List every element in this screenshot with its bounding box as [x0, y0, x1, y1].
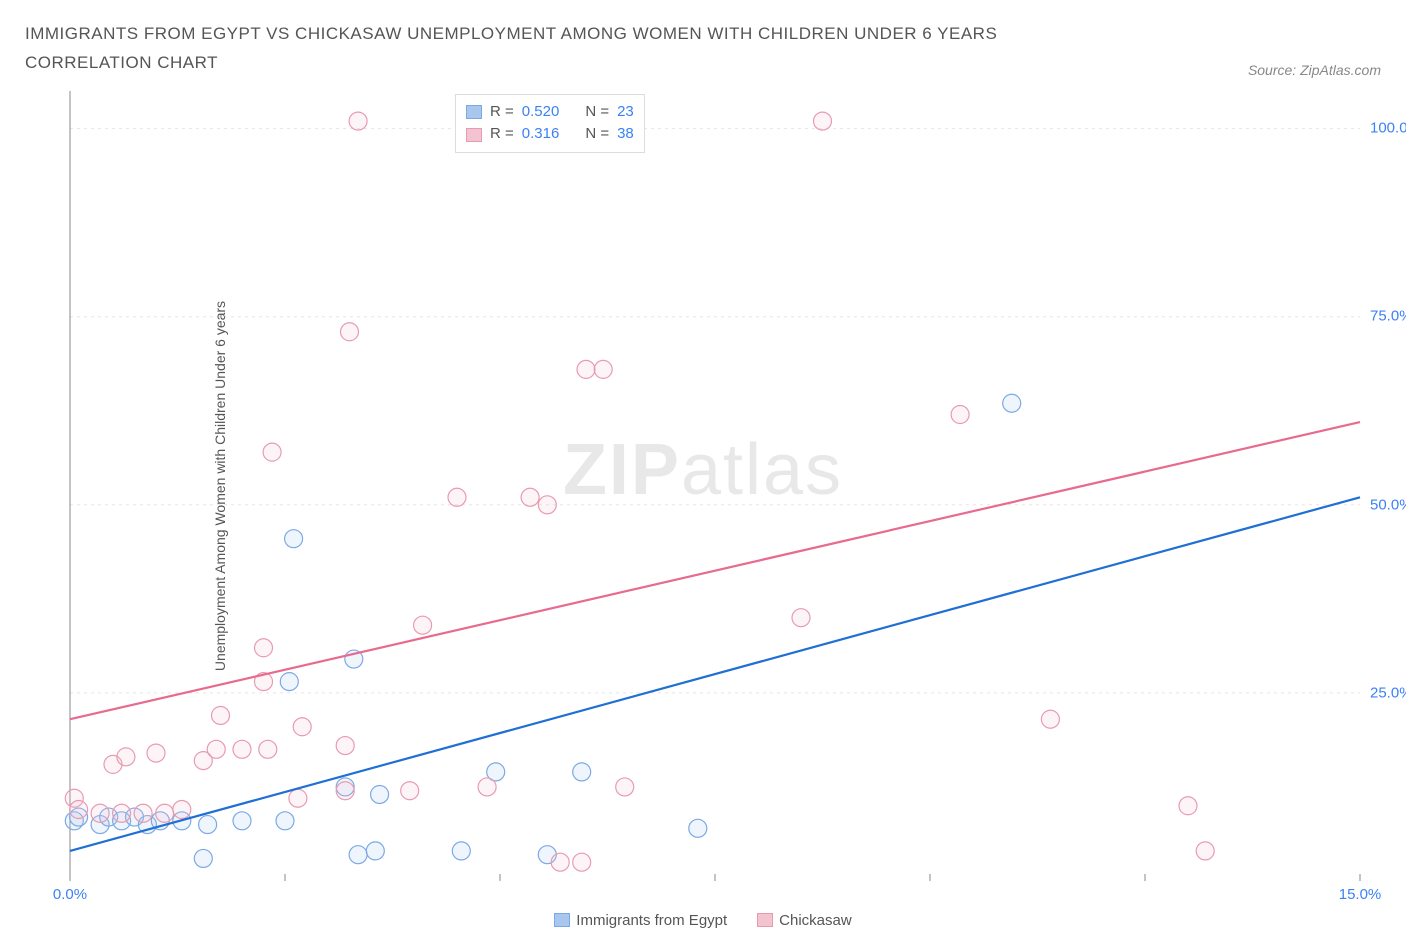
- scatter-chart: [25, 86, 1406, 886]
- chart-container: Unemployment Among Women with Children U…: [25, 86, 1381, 886]
- data-point: [792, 608, 810, 626]
- data-point: [289, 789, 307, 807]
- stat-r-value: 0.316: [522, 123, 560, 146]
- data-point: [689, 819, 707, 837]
- data-point: [280, 672, 298, 690]
- data-point: [194, 849, 212, 867]
- data-point: [207, 740, 225, 758]
- data-point: [233, 740, 251, 758]
- y-tick-label: 100.0%: [1370, 120, 1406, 137]
- data-point: [401, 781, 419, 799]
- data-point: [70, 800, 88, 818]
- stat-legend-row: R = 0.520 N = 23: [466, 101, 634, 124]
- data-point: [336, 736, 354, 754]
- legend-swatch: [466, 105, 482, 119]
- y-axis-label: Unemployment Among Women with Children U…: [212, 301, 228, 671]
- data-point: [573, 853, 591, 871]
- stat-n-label: N =: [585, 101, 609, 124]
- data-point: [263, 443, 281, 461]
- stats-legend: R = 0.520 N = 23 R = 0.316 N = 38: [455, 94, 645, 153]
- data-point: [594, 360, 612, 378]
- chart-title: IMMIGRANTS FROM EGYPT VS CHICKASAW UNEMP…: [25, 20, 1125, 78]
- x-tick-label: 15.0%: [1339, 886, 1382, 903]
- data-point: [1179, 797, 1197, 815]
- legend-label: Chickasaw: [779, 912, 852, 929]
- data-point: [134, 804, 152, 822]
- data-point: [452, 842, 470, 860]
- legend-item: Immigrants from Egypt: [554, 912, 727, 929]
- stat-r-value: 0.520: [522, 101, 560, 124]
- legend-item: Chickasaw: [757, 912, 852, 929]
- data-point: [448, 488, 466, 506]
- y-tick-label: 75.0%: [1370, 308, 1406, 325]
- stat-n-label: N =: [585, 123, 609, 146]
- data-point: [91, 804, 109, 822]
- data-point: [113, 804, 131, 822]
- legend-swatch: [466, 128, 482, 142]
- data-point: [233, 812, 251, 830]
- data-point: [255, 639, 273, 657]
- legend-label: Immigrants from Egypt: [576, 912, 727, 929]
- stat-r-label: R =: [490, 101, 514, 124]
- data-point: [814, 112, 832, 130]
- y-tick-label: 50.0%: [1370, 496, 1406, 513]
- data-point: [478, 778, 496, 796]
- data-point: [156, 804, 174, 822]
- legend-swatch: [554, 913, 570, 927]
- data-point: [147, 744, 165, 762]
- data-point: [371, 785, 389, 803]
- data-point: [1003, 394, 1021, 412]
- data-point: [199, 815, 217, 833]
- data-point: [349, 845, 367, 863]
- data-point: [349, 112, 367, 130]
- data-point: [1196, 842, 1214, 860]
- data-point: [538, 496, 556, 514]
- data-point: [341, 323, 359, 341]
- stat-r-label: R =: [490, 123, 514, 146]
- stat-n-value: 38: [617, 123, 634, 146]
- source-attribution: Source: ZipAtlas.com: [1248, 62, 1381, 78]
- x-axis-ticks: 0.0% 15.0%: [25, 886, 1381, 908]
- data-point: [951, 405, 969, 423]
- data-point: [117, 748, 135, 766]
- data-point: [573, 763, 591, 781]
- data-point: [212, 706, 230, 724]
- y-tick-label: 25.0%: [1370, 684, 1406, 701]
- data-point: [577, 360, 595, 378]
- x-tick-label: 0.0%: [53, 886, 87, 903]
- data-point: [285, 529, 303, 547]
- stat-legend-row: R = 0.316 N = 38: [466, 123, 634, 146]
- data-point: [336, 781, 354, 799]
- data-point: [293, 718, 311, 736]
- data-point: [616, 778, 634, 796]
- data-point: [366, 842, 384, 860]
- data-point: [551, 853, 569, 871]
- stat-n-value: 23: [617, 101, 634, 124]
- data-point: [259, 740, 277, 758]
- data-point: [521, 488, 539, 506]
- data-point: [276, 812, 294, 830]
- data-point: [414, 616, 432, 634]
- data-point: [1041, 710, 1059, 728]
- series-legend: Immigrants from Egypt Chickasaw: [25, 912, 1381, 929]
- legend-swatch: [757, 913, 773, 927]
- data-point: [173, 800, 191, 818]
